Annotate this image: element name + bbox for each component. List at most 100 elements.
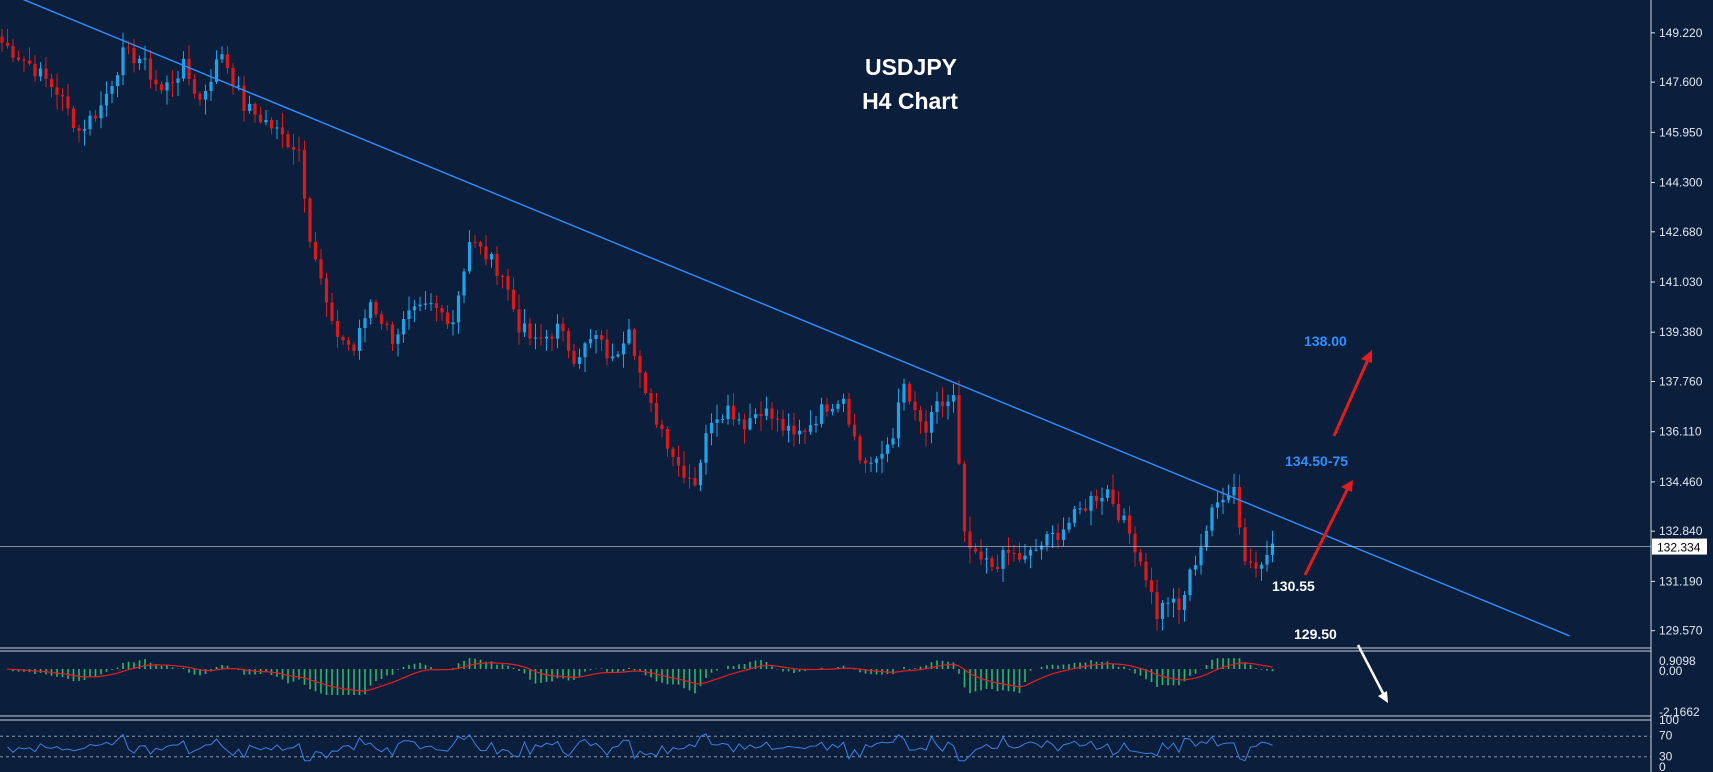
candle (803, 428, 807, 445)
candle (1127, 506, 1132, 544)
candle (368, 299, 373, 325)
candle-body (1243, 527, 1247, 562)
candle-body (704, 433, 708, 463)
candle-body (1248, 561, 1253, 563)
candle-body (753, 414, 758, 419)
candle (819, 397, 824, 428)
candle (698, 459, 703, 492)
candle (786, 413, 791, 443)
price-tick-label: 141.030 (1659, 275, 1703, 289)
candle-body (627, 329, 631, 344)
candle-body (709, 422, 714, 434)
candle-body (346, 340, 351, 345)
candle (49, 74, 54, 98)
rsi-tick-label: 30 (1659, 750, 1673, 764)
candle-body (599, 335, 604, 340)
price-tick-label: 129.570 (1659, 624, 1703, 638)
candle (610, 343, 615, 362)
candle-body (995, 566, 1000, 569)
candle (1177, 587, 1181, 625)
candle-body (440, 307, 444, 313)
candle-body (841, 398, 846, 404)
candle (555, 314, 560, 349)
candle-body (143, 58, 147, 60)
rsi-line (7, 733, 1273, 762)
candle-body (951, 395, 956, 402)
candle (71, 105, 76, 133)
candle-body (275, 127, 279, 129)
candle (1028, 546, 1033, 569)
candle-body (500, 275, 505, 277)
candle (264, 109, 268, 126)
candle-body (38, 68, 43, 77)
candle (308, 196, 312, 248)
candle-body (335, 320, 340, 337)
candle-body (770, 408, 774, 419)
candle (352, 342, 356, 356)
candle (110, 80, 114, 104)
candle (176, 70, 180, 97)
candle-body (1155, 592, 1159, 620)
candle (1182, 590, 1187, 622)
candle (192, 74, 197, 99)
candle (1166, 597, 1170, 618)
candle (44, 56, 48, 88)
candle-body (319, 259, 323, 279)
candle-body (330, 302, 334, 321)
candle-body (797, 430, 802, 435)
candle (753, 408, 758, 424)
macd-signal-line (7, 662, 1273, 692)
candle (170, 70, 175, 97)
candle (0, 28, 4, 52)
candle (533, 323, 538, 350)
candle (896, 388, 901, 448)
candle-body (731, 405, 736, 420)
candle (737, 412, 741, 425)
macd-tick-label: 0.00 (1659, 664, 1683, 678)
candle (55, 73, 59, 110)
candle (115, 71, 120, 98)
candle-body (203, 91, 208, 100)
candle-body (313, 241, 318, 260)
candle-body (1028, 549, 1033, 556)
candle (467, 230, 472, 274)
candle-body (423, 303, 428, 305)
candle (181, 51, 186, 82)
candle-body (522, 323, 527, 333)
candle (1039, 541, 1044, 560)
candle (528, 317, 532, 346)
candle (566, 328, 571, 359)
candle-body (1122, 515, 1126, 521)
candle (841, 393, 846, 412)
candle-body (121, 47, 125, 76)
candle-body (1144, 561, 1148, 581)
candle-body (924, 421, 928, 433)
candle-body (214, 59, 219, 82)
candle-body (1259, 564, 1264, 569)
candle-body (561, 323, 565, 332)
candle-body (390, 324, 395, 344)
candle (137, 55, 142, 70)
candle (830, 403, 835, 416)
candle-body (1045, 534, 1049, 546)
candle (93, 109, 98, 122)
candle (1149, 567, 1154, 605)
candle-body (159, 84, 164, 91)
candle (913, 391, 917, 421)
candle (984, 547, 989, 574)
candle-body (1017, 553, 1022, 560)
candle-body (1171, 598, 1176, 603)
macd-tick-label: 0.9098 (1659, 654, 1696, 668)
candle (473, 235, 477, 248)
candle (489, 252, 494, 268)
candle (836, 400, 840, 413)
candle (891, 428, 895, 448)
candle (5, 28, 10, 49)
candle (935, 391, 939, 424)
candle-body (110, 86, 114, 94)
candle-body (1039, 545, 1044, 550)
candle (550, 332, 554, 352)
candle (423, 291, 428, 310)
candle (627, 318, 631, 346)
